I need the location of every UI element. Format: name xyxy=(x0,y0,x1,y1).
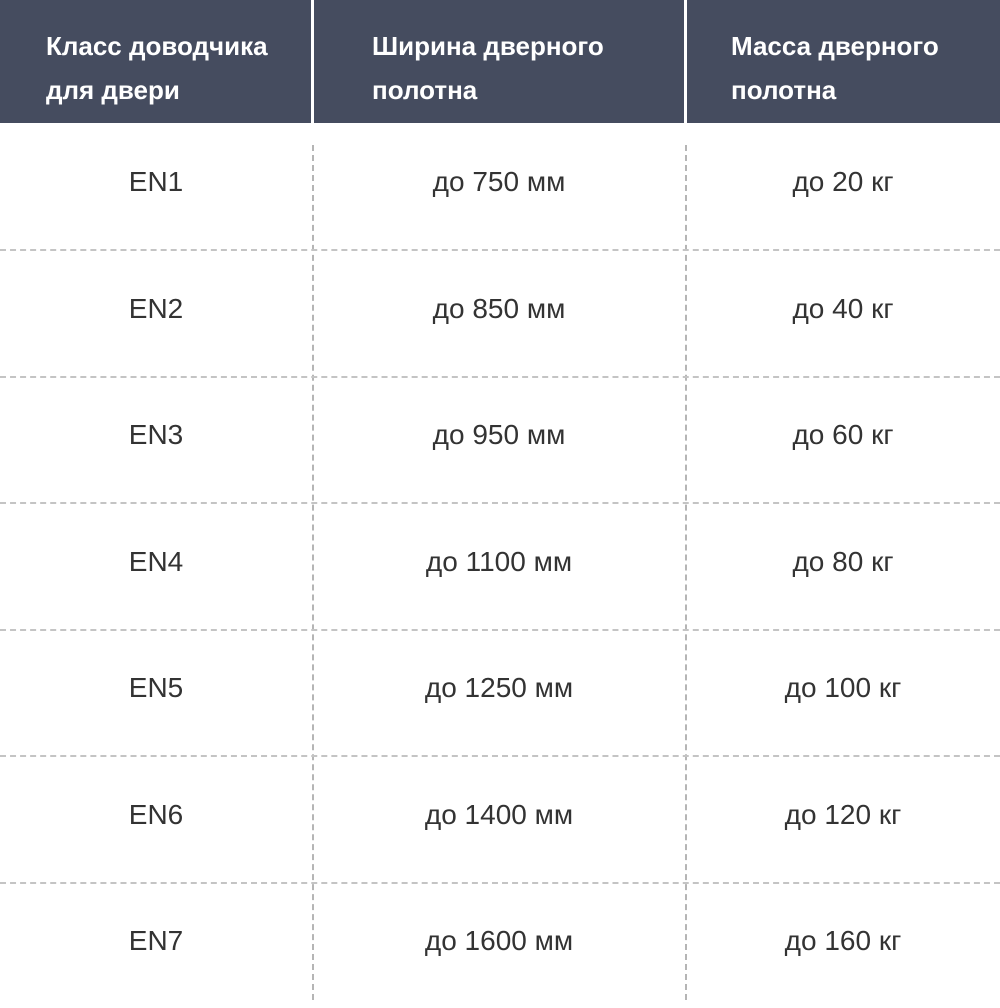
mass-cell: до 20 кг xyxy=(792,166,894,197)
table-row: EN1 до 750 мм до 20 кг xyxy=(0,123,1000,251)
mass-cell: до 100 кг xyxy=(784,672,902,703)
width-cell: до 1100 мм xyxy=(425,545,573,577)
class-cell: EN1 xyxy=(128,166,184,197)
width-cell: до 750 мм xyxy=(432,166,566,197)
header-door-width: Ширина дверного полотна xyxy=(372,31,604,105)
class-cell: EN4 xyxy=(128,545,184,577)
header-door-closer-class: Класс доводчика для двери xyxy=(46,31,268,105)
table-row: EN3 до 950 мм до 60 кг xyxy=(0,376,1000,504)
mass-cell: до 60 кг xyxy=(792,419,894,450)
mass-cell: до 120 кг xyxy=(784,798,902,830)
class-cell: EN7 xyxy=(128,925,184,956)
class-cell: EN2 xyxy=(128,292,184,324)
mass-cell: до 160 кг xyxy=(784,925,902,956)
column-divider xyxy=(685,145,687,1000)
header-divider xyxy=(311,0,314,123)
width-cell: до 1600 мм xyxy=(424,925,574,956)
class-cell: EN5 xyxy=(128,672,184,703)
table-row: EN6 до 1400 мм до 120 кг xyxy=(0,756,1000,884)
table-header: Класс доводчика для двери Ширина дверног… xyxy=(0,0,1000,123)
class-cell: EN6 xyxy=(128,798,184,830)
width-cell: до 950 мм xyxy=(432,419,566,450)
column-divider xyxy=(312,145,314,1000)
width-cell: до 1250 мм xyxy=(424,672,574,703)
class-cell: EN3 xyxy=(128,419,184,450)
width-cell: до 1400 мм xyxy=(424,798,574,830)
header-door-mass: Масса дверного полотна xyxy=(731,31,939,105)
header-divider xyxy=(684,0,687,123)
table-row: EN5 до 1250 мм до 100 кг xyxy=(0,629,1000,757)
table-row: EN2 до 850 мм до 40 кг xyxy=(0,250,1000,378)
table-row: EN7 до 1600 мм до 160 кг xyxy=(0,882,1000,1008)
mass-cell: до 40 кг xyxy=(792,292,894,324)
width-cell: до 850 мм xyxy=(432,292,566,324)
table-row: EN4 до 1100 мм до 80 кг xyxy=(0,503,1000,631)
mass-cell: до 80 кг xyxy=(792,545,894,577)
